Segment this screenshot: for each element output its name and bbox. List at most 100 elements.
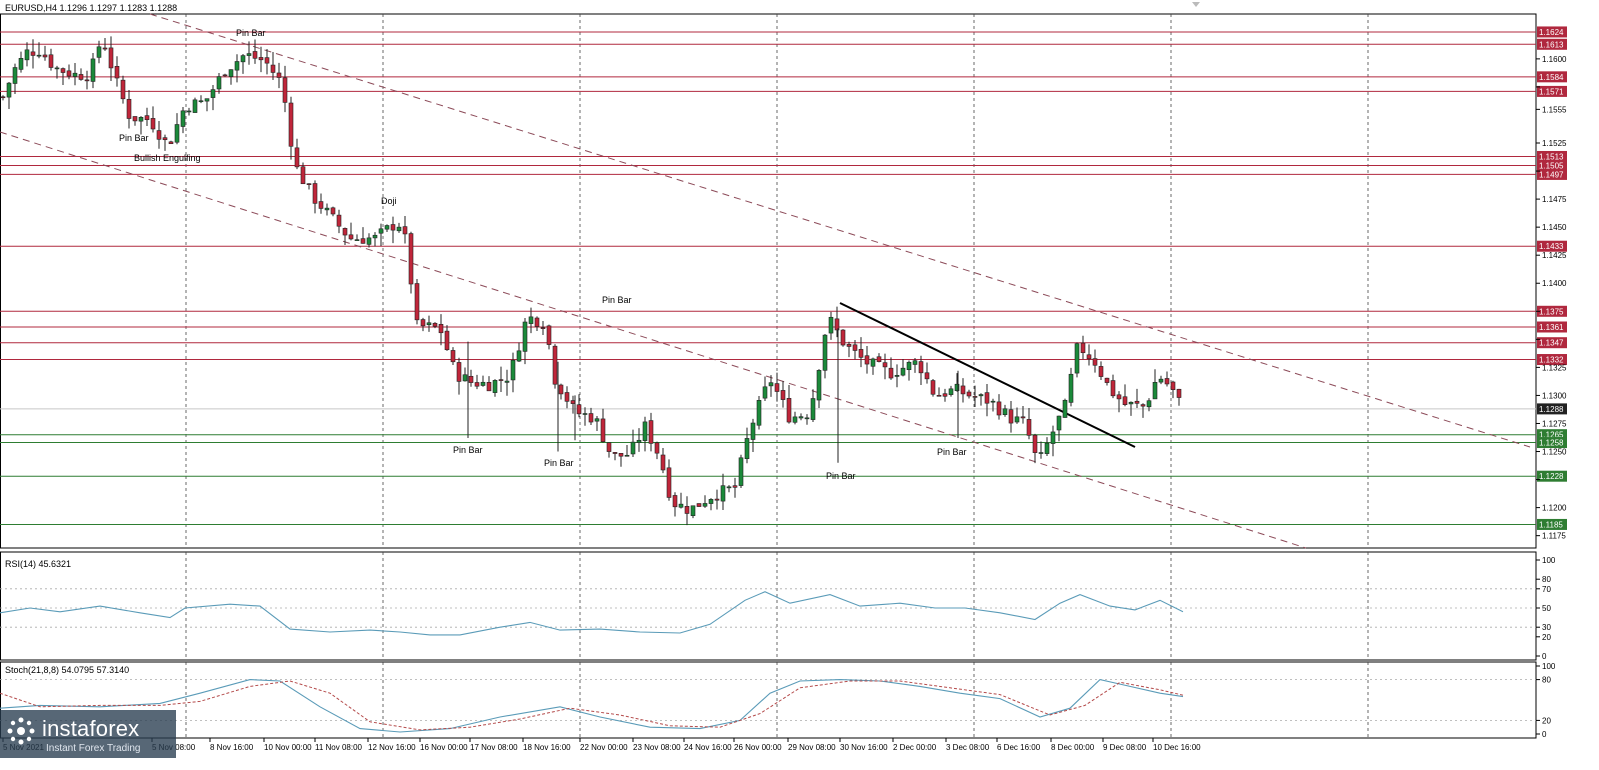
rsi-tick-label: 30	[1542, 623, 1551, 632]
bull-candle	[240, 55, 246, 63]
bull-candle	[24, 49, 30, 61]
bear-candle	[168, 141, 174, 145]
watermark-tagline: Instant Forex Trading	[46, 743, 141, 754]
pattern-annotation: Pin Bar	[602, 295, 632, 305]
bear-candle	[684, 506, 690, 514]
support-tag	[1537, 429, 1567, 441]
bull-candle	[816, 370, 822, 401]
bear-candle	[108, 47, 114, 69]
bull-candle	[1050, 431, 1056, 444]
resistance-tag	[1537, 150, 1567, 162]
time-tick-label: 24 Nov 16:00	[684, 743, 732, 752]
bull-candle	[1038, 452, 1044, 454]
bear-candle	[648, 420, 654, 444]
bear-candle	[1134, 400, 1140, 404]
main-panel-border	[0, 13, 1537, 549]
bull-candle	[708, 499, 714, 504]
bear-candle	[390, 224, 396, 231]
chart-frame	[0, 2, 1537, 739]
resistance-tag	[1537, 168, 1567, 180]
bear-candle	[294, 147, 300, 168]
bear-candle	[558, 384, 564, 395]
bear-candle	[1080, 342, 1086, 354]
stoch-header: Stoch(21,8,8) 54.0795 57.3140	[5, 665, 129, 675]
resistance-label: 1.1571	[1539, 87, 1564, 96]
pattern-annotation: Pin Bar	[119, 133, 149, 143]
time-grid	[185, 14, 1369, 738]
bear-candle	[264, 57, 270, 64]
bear-candle	[930, 380, 936, 395]
stoch-tick-label: 80	[1542, 676, 1551, 685]
bear-candle	[66, 70, 72, 77]
bear-candle	[348, 234, 354, 240]
bull-candle	[1128, 401, 1134, 405]
bull-candle	[174, 124, 180, 143]
time-tick-label: 3 Dec 08:00	[946, 743, 990, 752]
pattern-annotation: Bullish Engulfing	[134, 153, 201, 163]
rsi-panel-border	[0, 551, 1537, 661]
bull-candle	[216, 76, 222, 90]
bear-candle	[360, 238, 366, 244]
price-tick-label: 1.1250	[1542, 448, 1567, 457]
bull-candle	[372, 234, 378, 239]
bear-candle	[588, 413, 594, 423]
bear-candle	[570, 400, 576, 404]
bear-candle	[834, 318, 840, 331]
resistance-tag	[1537, 305, 1567, 317]
bear-candle	[696, 503, 702, 507]
time-tick-label: 8 Dec 00:00	[1051, 743, 1095, 752]
bull-candle	[426, 322, 432, 326]
bear-candle	[114, 66, 120, 79]
bull-candle	[1056, 415, 1062, 431]
bear-candle	[882, 362, 888, 368]
price-tick-label: 1.1525	[1542, 139, 1567, 148]
support-tag	[1537, 437, 1567, 449]
trend-channel	[0, 13, 1531, 549]
bear-candle	[786, 398, 792, 423]
bull-candle	[6, 82, 12, 98]
bull-candle	[624, 454, 630, 457]
bull-candle	[36, 54, 42, 57]
bear-candle	[996, 401, 1002, 416]
bull-candle	[1068, 373, 1074, 403]
time-tick-label: 11 Nov 08:00	[315, 743, 363, 752]
support-label: 1.1265	[1539, 431, 1564, 440]
resistance-label: 1.1347	[1539, 339, 1564, 348]
price-tick-label: 1.1555	[1542, 105, 1567, 114]
bull-candle	[954, 383, 960, 391]
bull-candle	[630, 441, 636, 455]
resistance-label: 1.1497	[1539, 170, 1564, 179]
resistance-label: 1.1332	[1539, 356, 1564, 365]
price-axis: 1.16001.15551.15251.14751.14501.14251.14…	[1536, 55, 1567, 541]
bull-candle	[678, 503, 684, 508]
resistance-label: 1.1613	[1539, 40, 1564, 49]
bear-candle	[342, 228, 348, 236]
bear-candle	[852, 344, 858, 351]
bear-candle	[60, 68, 66, 73]
bear-candle	[474, 382, 480, 387]
bear-candle	[48, 54, 54, 68]
bear-candle	[774, 383, 780, 392]
time-tick-label: 26 Nov 00:00	[734, 743, 782, 752]
bull-candle	[72, 72, 78, 77]
bull-candle	[1002, 408, 1008, 415]
bear-candle	[600, 418, 606, 442]
bear-candle	[450, 350, 456, 363]
price-tick-label: 1.1600	[1542, 55, 1567, 64]
bull-candle	[744, 438, 750, 459]
bear-candle	[402, 226, 408, 235]
bull-candle	[912, 360, 918, 365]
bull-candle	[792, 416, 798, 423]
stoch-main-line	[0, 678, 1184, 733]
stochastic-panel: 100 80 20 0	[0, 662, 1556, 739]
bull-candle	[516, 350, 522, 362]
resistance-label: 1.1584	[1539, 73, 1564, 82]
scroll-marker-icon	[1192, 2, 1200, 7]
pattern-annotation: Pin Bar	[826, 471, 856, 481]
bear-candle	[606, 442, 612, 452]
bear-candle	[498, 379, 504, 381]
resistance-label: 1.1361	[1539, 323, 1564, 332]
bull-candle	[528, 316, 534, 324]
